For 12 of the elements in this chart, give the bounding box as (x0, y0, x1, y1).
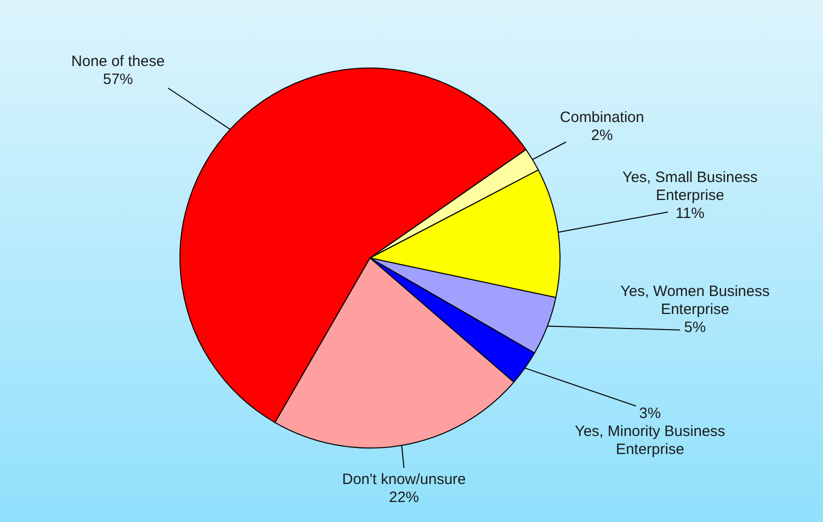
slice-label: Don't know/unsure (342, 471, 466, 488)
data-label: 3% (639, 405, 661, 422)
slice-label: Yes, Minority Business Enterprise (574, 423, 726, 458)
data-label: 22% (388, 489, 420, 506)
slice-label: Yes, Women Business Enterprise (620, 283, 770, 318)
slice-label: Combination (560, 109, 644, 126)
slice-label: Yes, Small Business Enterprise (622, 169, 758, 204)
slice-label: None of these (71, 53, 165, 70)
data-label: 5% (684, 319, 706, 336)
data-label: 2% (591, 127, 613, 144)
data-label: 57% (102, 71, 134, 88)
data-label: 11% (676, 205, 704, 222)
